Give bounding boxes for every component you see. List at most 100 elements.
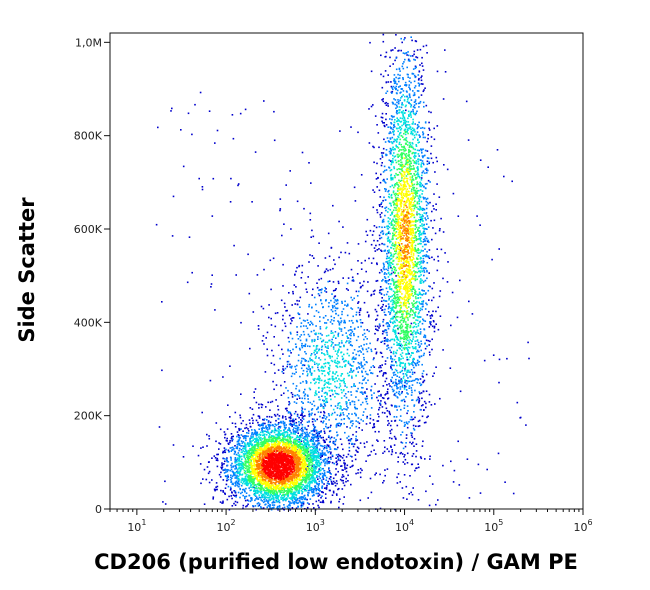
data-point — [456, 316, 459, 319]
data-point — [342, 277, 344, 279]
data-point — [385, 104, 388, 106]
data-point — [244, 477, 247, 480]
data-point — [291, 320, 293, 322]
data-point — [389, 432, 392, 435]
data-point — [330, 299, 332, 302]
data-point — [315, 455, 318, 457]
data-point — [311, 340, 313, 343]
data-point — [367, 315, 370, 318]
data-point — [239, 416, 242, 419]
data-point — [336, 407, 339, 409]
data-point — [419, 64, 421, 66]
data-point — [527, 341, 529, 344]
data-point — [305, 381, 308, 383]
data-point — [231, 505, 234, 507]
data-point — [318, 378, 320, 381]
data-point — [342, 412, 344, 414]
data-point — [341, 479, 343, 482]
data-point — [424, 183, 427, 185]
data-point — [408, 94, 411, 97]
data-point — [339, 478, 342, 481]
data-point — [338, 342, 341, 344]
data-point — [347, 439, 350, 442]
data-point — [320, 411, 322, 414]
data-point — [424, 238, 426, 240]
data-point — [400, 127, 403, 130]
data-point — [392, 126, 395, 129]
data-point — [398, 382, 400, 385]
data-point — [373, 161, 375, 164]
data-point — [215, 459, 218, 461]
data-point — [331, 360, 334, 363]
data-point — [393, 124, 395, 126]
data-point — [335, 438, 337, 441]
data-point — [236, 468, 239, 471]
data-point — [404, 52, 406, 55]
data-point — [295, 346, 297, 349]
data-point — [389, 413, 391, 416]
data-point — [312, 466, 315, 469]
data-point — [351, 371, 353, 373]
data-point — [335, 362, 337, 364]
data-point — [278, 429, 280, 431]
data-point — [398, 150, 400, 152]
data-point — [360, 262, 363, 264]
data-point — [414, 363, 417, 366]
data-point — [337, 457, 340, 460]
data-point — [385, 55, 387, 58]
data-point — [389, 214, 392, 216]
data-point — [294, 491, 297, 494]
data-point — [314, 477, 316, 480]
data-point — [312, 378, 315, 381]
data-point — [360, 285, 362, 288]
data-point — [241, 451, 243, 454]
data-point — [407, 369, 410, 372]
data-point — [191, 133, 193, 136]
data-point — [299, 349, 301, 351]
data-point — [318, 375, 320, 377]
data-point — [406, 405, 409, 407]
data-point — [390, 127, 393, 130]
data-point — [237, 471, 239, 473]
data-point — [422, 250, 424, 252]
data-point — [312, 479, 314, 482]
data-point — [278, 501, 281, 504]
data-point — [240, 428, 242, 430]
data-point — [223, 431, 226, 433]
data-point — [334, 331, 337, 333]
data-point — [503, 175, 505, 178]
data-point — [419, 258, 422, 260]
data-point — [413, 366, 415, 369]
data-point — [387, 307, 390, 310]
data-point — [328, 470, 331, 472]
data-point — [328, 462, 330, 464]
data-point — [296, 425, 298, 427]
data-point — [225, 458, 227, 460]
data-point — [416, 319, 419, 322]
data-point — [371, 397, 373, 400]
data-point — [318, 488, 320, 490]
data-point — [418, 202, 420, 205]
data-point — [310, 414, 313, 416]
data-point — [337, 404, 339, 407]
data-point — [382, 179, 384, 182]
data-point — [270, 435, 273, 437]
data-point — [396, 336, 398, 338]
data-point — [338, 422, 341, 425]
data-point — [401, 369, 404, 372]
data-point — [332, 393, 334, 396]
data-point — [406, 54, 408, 56]
data-point — [429, 458, 431, 460]
data-point — [302, 430, 304, 432]
data-point — [404, 364, 406, 367]
data-point — [332, 480, 335, 483]
data-point — [227, 478, 230, 481]
data-point — [216, 129, 219, 132]
data-point — [349, 421, 352, 424]
data-point — [384, 402, 387, 405]
data-point — [364, 259, 366, 262]
data-point — [418, 149, 421, 152]
data-point — [365, 270, 367, 273]
data-point — [466, 458, 469, 460]
data-point — [409, 87, 411, 90]
